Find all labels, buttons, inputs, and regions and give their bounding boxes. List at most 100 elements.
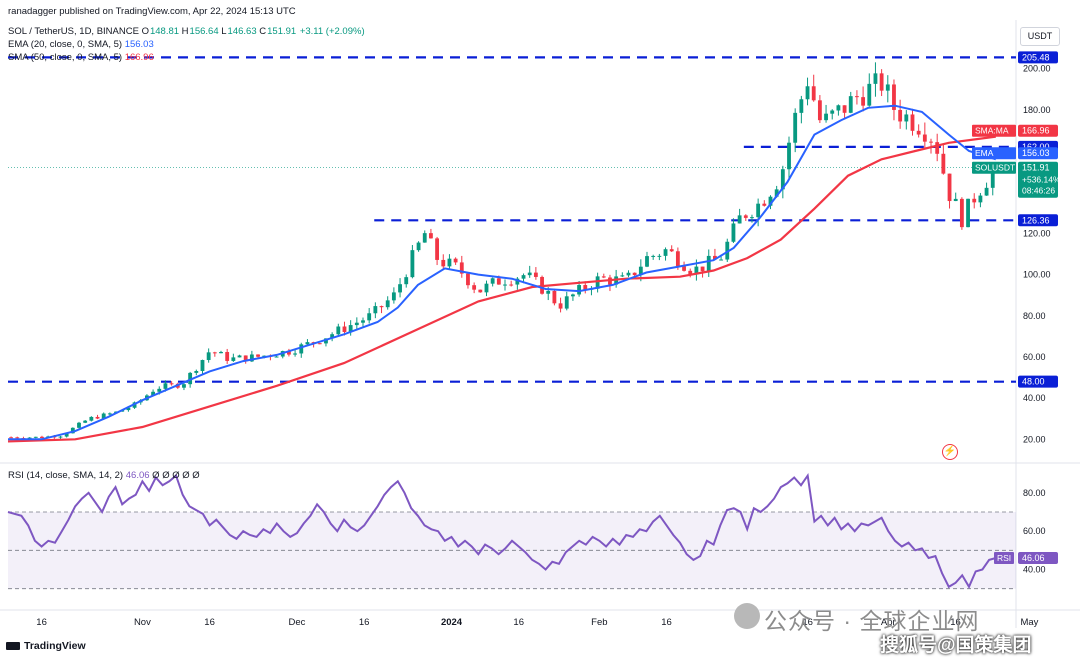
rsi-line xyxy=(7,472,997,589)
rsi-legend-value: 46.06 xyxy=(125,470,150,481)
candle-body xyxy=(799,99,804,113)
candle-body xyxy=(669,249,674,252)
level-price-tag xyxy=(1018,214,1058,227)
rsi-tick-label: 80.00 xyxy=(1023,488,1046,498)
candle-body xyxy=(682,266,686,271)
candle-body xyxy=(27,437,32,439)
candle-body xyxy=(663,249,668,256)
indicator-label-text: SMA:MA xyxy=(975,126,1009,136)
rsi-legend-extra: Ø Ø Ø Ø Ø xyxy=(152,470,200,481)
candle-body xyxy=(700,266,705,272)
indicator-label-text: EMA xyxy=(975,148,994,158)
wechat-icon xyxy=(734,603,760,629)
candle-body xyxy=(219,351,223,354)
candle-body xyxy=(824,113,828,121)
sma-legend[interactable]: SMA (50, close, 0, SMA, 5) 166.96 xyxy=(8,52,154,63)
candle-body xyxy=(552,290,557,304)
candle-body xyxy=(780,169,785,190)
candle-body xyxy=(212,352,217,354)
price-tick-label: 60.00 xyxy=(1023,352,1046,362)
indicator-label-tag xyxy=(972,147,1016,160)
sma-legend-value: 166.96 xyxy=(124,52,154,63)
indicator-label-text: SOLUSDT xyxy=(975,163,1015,173)
candle-body xyxy=(774,189,779,197)
candle-body xyxy=(546,290,551,294)
candle-body xyxy=(188,372,193,385)
candle-body xyxy=(447,258,452,267)
candle-body xyxy=(879,73,884,91)
candle-body xyxy=(910,114,915,131)
candle-body xyxy=(984,187,989,196)
candle-body xyxy=(521,275,526,279)
candle-body xyxy=(966,198,970,228)
candle-body xyxy=(719,259,724,261)
candle-body xyxy=(657,255,662,257)
watermark-line-1: 公众号 · 全球企业网 xyxy=(764,608,980,634)
watermark: 公众号 · 全球企业网 搜狐号@国策集团 xyxy=(728,600,1073,658)
candle-body xyxy=(805,86,810,100)
price-tick-label: 200.00 xyxy=(1023,64,1051,74)
candle-body xyxy=(632,272,637,276)
candle-body xyxy=(867,83,872,106)
candle-body xyxy=(953,198,958,202)
indicator-value-text: 151.91 xyxy=(1022,163,1050,173)
candle-body xyxy=(256,354,260,357)
candle-body xyxy=(688,270,693,275)
candle-body xyxy=(972,198,977,203)
candle-body xyxy=(533,272,538,277)
indicator-value-text: 166.96 xyxy=(1022,126,1050,136)
candle-body xyxy=(959,198,964,228)
indicator-value-tag xyxy=(1018,147,1058,160)
rsi-legend[interactable]: RSI (14, close, SMA, 14, 2) 46.06 Ø Ø Ø … xyxy=(8,470,200,481)
time-tick-label: May xyxy=(1020,617,1038,628)
symbol-ohlc-line: SOL / TetherUS, 1D, BINANCE O148.81 H156… xyxy=(8,26,365,37)
candle-body xyxy=(293,353,298,355)
candle-body xyxy=(731,223,736,242)
time-tick-label: 16 xyxy=(36,617,47,628)
candle-body xyxy=(496,278,501,285)
candle-body xyxy=(422,233,427,243)
rsi-tick-label: 60.00 xyxy=(1023,526,1046,536)
candle-body xyxy=(354,322,359,326)
candle-body xyxy=(95,416,100,419)
candle-body xyxy=(651,255,656,257)
candle-body xyxy=(743,215,748,218)
time-tick-label: 16 xyxy=(513,617,524,628)
candle-body xyxy=(9,437,14,439)
candle-body xyxy=(620,275,625,277)
ema-legend[interactable]: EMA (20, close, 0, SMA, 5) 156.03 xyxy=(8,39,154,50)
ema-20-line xyxy=(8,104,997,441)
candle-body xyxy=(83,420,88,423)
candle-body xyxy=(638,266,643,276)
candle-body xyxy=(842,105,847,113)
currency-button[interactable]: USDT xyxy=(1020,27,1060,46)
ohlc-high: 156.64 xyxy=(189,26,219,37)
candle-body xyxy=(317,343,322,345)
candle-body xyxy=(194,371,199,373)
candle-body xyxy=(484,283,489,293)
level-price-text: 126.36 xyxy=(1022,215,1050,225)
flash-icon[interactable]: ⚡ xyxy=(942,444,958,460)
candle-body xyxy=(898,109,903,122)
candle-body xyxy=(509,284,514,286)
candle-body xyxy=(385,300,390,308)
watermark-line-2: 搜狐号@国策集团 xyxy=(880,635,1032,656)
candle-body xyxy=(737,215,742,224)
candle-body xyxy=(305,342,310,345)
candle-body xyxy=(336,326,341,335)
candle-body xyxy=(713,255,717,260)
candle-body xyxy=(645,256,649,267)
indicator-value-tag xyxy=(1018,161,1058,198)
ohlc-low: 146.63 xyxy=(227,26,257,37)
candle-body xyxy=(379,306,384,308)
rsi-label-tag xyxy=(994,552,1014,564)
candle-body xyxy=(595,276,600,289)
level-price-tag xyxy=(1018,375,1058,388)
candle-body xyxy=(453,258,458,263)
candle-body xyxy=(472,285,477,290)
price-tick-label: 40.00 xyxy=(1023,393,1046,403)
time-tick-label: Nov xyxy=(134,617,151,628)
candle-body xyxy=(836,105,841,111)
candle-body xyxy=(361,320,365,323)
candle-body xyxy=(571,294,575,297)
